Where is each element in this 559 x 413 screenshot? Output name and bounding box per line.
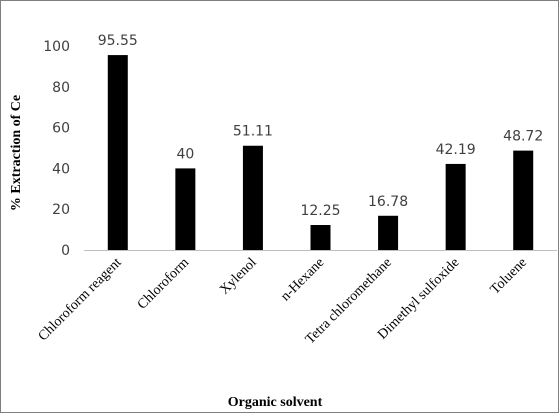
y-axis-ticks: 0 20 40 60 80 100 [43,39,70,259]
category-label: Toluene [488,255,530,297]
category-label: Chloroform [135,255,192,312]
y-axis-title: % Extraction of Ce [9,95,24,211]
category-label: Xylenol [217,255,260,298]
y-tick-label: 80 [52,80,70,96]
y-tick-label: 0 [61,243,70,259]
data-labels: 95.55 40 51.11 12.25 16.78 42.19 48.72 [98,33,544,219]
data-label: 48.72 [503,129,543,145]
data-label: 16.78 [368,194,408,210]
category-label: Chloroform reagent [36,255,125,344]
data-label: 12.25 [300,203,340,219]
bar [243,146,263,250]
y-tick-label: 20 [52,202,70,218]
data-label: 51.11 [233,124,273,140]
category-labels: Chloroform reagent Chloroform Xylenol n-Hex… [36,255,530,347]
bar [108,55,128,250]
data-label: 40 [176,146,194,162]
bar [175,168,195,250]
category-label: n-Hexane [278,255,327,304]
x-axis-title: Organic solvent [228,395,323,410]
bar [513,151,533,250]
bar [311,225,331,250]
data-label: 42.19 [436,142,476,158]
y-tick-label: 40 [52,161,70,177]
bar [378,216,398,250]
data-label: 95.55 [98,33,138,49]
y-tick-label: 60 [52,121,70,137]
bar [446,164,466,250]
y-tick-label: 100 [43,39,70,55]
